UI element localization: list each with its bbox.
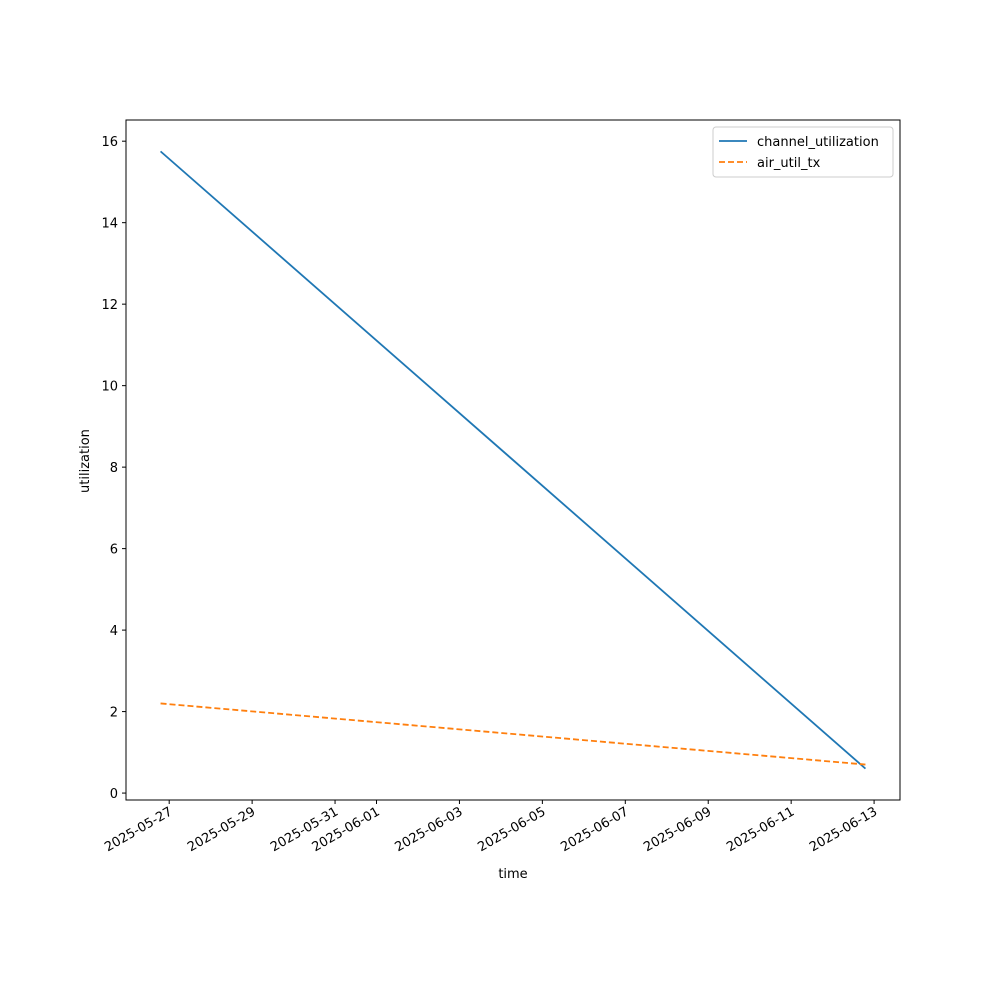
y-tick-label: 14 [101, 217, 118, 232]
legend-box [712, 126, 894, 178]
series-line [160, 702, 866, 766]
series-line [159, 150, 867, 770]
x-axis-label: time [498, 867, 527, 882]
y-tick-label: 2 [110, 706, 118, 721]
y-tick-label: 0 [110, 787, 118, 802]
y-tick-label: 12 [101, 298, 118, 313]
y-axis-label: utilization [78, 429, 93, 493]
y-tick-label: 6 [110, 543, 118, 558]
legend-label: channel_utilization [757, 135, 879, 150]
y-tick-label: 8 [110, 461, 118, 476]
legend-label: air_util_tx [757, 156, 821, 171]
y-tick-label: 4 [110, 624, 118, 639]
plot-frame [125, 119, 901, 801]
y-tick-label: 16 [101, 135, 118, 150]
y-tick-label: 10 [101, 380, 118, 395]
